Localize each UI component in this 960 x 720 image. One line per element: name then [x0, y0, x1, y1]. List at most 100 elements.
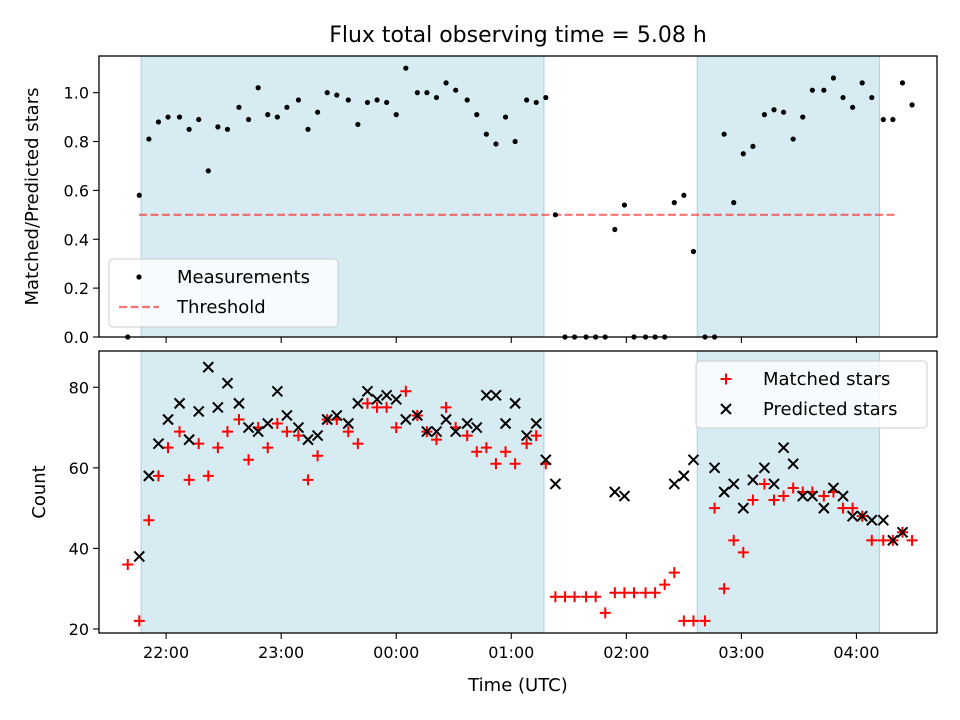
matched-star-marker — [668, 567, 680, 579]
measurement-point — [552, 212, 558, 218]
predicted-star-marker — [331, 409, 343, 422]
legend-matched-marker — [720, 373, 732, 385]
measurement-point — [186, 126, 192, 132]
measurement-point — [424, 90, 430, 96]
axes-frame — [98, 55, 938, 338]
predicted-star-marker — [777, 441, 790, 454]
matched-star-marker — [202, 470, 214, 482]
predicted-star-marker — [361, 385, 374, 397]
y-axis-label: Matched/Predicted stars — [22, 88, 43, 306]
predicted-star-marker — [499, 417, 512, 430]
matched-star-marker — [521, 438, 533, 450]
predicted-star-marker — [390, 393, 402, 406]
matched-star-marker — [628, 587, 640, 599]
measurement-point — [295, 97, 302, 103]
predicted-star-marker — [352, 397, 364, 410]
legend-threshold-label: Threshold — [176, 297, 266, 318]
matched-star-marker — [243, 454, 255, 466]
y-tick-label: 0.4 — [64, 230, 89, 249]
matched-star-marker — [687, 615, 699, 627]
predicted-star-marker — [449, 425, 462, 438]
measurement-point — [364, 99, 371, 106]
predicted-star-marker — [887, 534, 899, 547]
measurement-point — [771, 107, 777, 113]
measurement-point — [493, 141, 499, 147]
predicted-star-marker — [797, 490, 809, 502]
measurement-point — [721, 131, 727, 137]
measurement-point — [483, 131, 489, 137]
y-tick-label: 0.6 — [64, 181, 89, 200]
measurement-point — [750, 143, 756, 150]
legend-matched-label: Matched stars — [763, 369, 890, 390]
measurement-point — [869, 94, 875, 101]
matched-star-marker — [718, 583, 730, 595]
predicted-star-marker — [342, 417, 354, 430]
predicted-star-marker — [806, 490, 819, 502]
measurement-point — [393, 112, 399, 118]
matched-star-marker — [768, 494, 780, 506]
predicted-star-marker — [737, 502, 750, 514]
predicted-star-marker — [747, 474, 759, 486]
predicted-star-marker — [133, 550, 145, 563]
matched-star-marker — [281, 426, 293, 438]
measurement-point — [790, 136, 796, 142]
measurement-point — [453, 87, 459, 93]
measurement-point — [305, 126, 311, 132]
legend-measurements-label: Measurements — [177, 267, 310, 288]
predicted-star-marker — [321, 413, 333, 426]
predicted-star-marker — [520, 429, 533, 442]
measurement-point — [355, 121, 361, 128]
matched-star-marker — [143, 514, 155, 526]
predicted-star-marker — [162, 413, 174, 426]
x-tick-label: 03:00 — [718, 643, 764, 662]
x-axis-label: Time (UTC) — [467, 675, 568, 696]
matched-star-marker — [549, 591, 561, 603]
matched-star-marker — [302, 474, 314, 486]
measurement-point — [840, 94, 846, 101]
matched-star-marker — [866, 534, 878, 546]
predicted-star-marker — [371, 393, 383, 406]
x-tick-label: 00:00 — [373, 643, 419, 662]
measurement-point — [780, 109, 787, 115]
predicted-star-marker — [758, 462, 771, 474]
matched-star-marker — [271, 418, 283, 430]
measurement-point — [524, 97, 530, 103]
matched-star-marker — [758, 478, 770, 490]
predicted-star-marker — [400, 413, 412, 426]
measurement-point — [850, 104, 856, 110]
legend-measurements-marker — [136, 274, 142, 280]
measurement-point — [761, 112, 768, 118]
matched-star-marker — [133, 615, 145, 627]
matched-star-marker — [193, 438, 205, 450]
measurement-point — [165, 114, 171, 120]
predicted-star-marker — [509, 397, 521, 410]
matched-star-marker — [440, 401, 452, 413]
measurement-point — [403, 65, 409, 71]
predicted-star-marker — [143, 470, 155, 482]
measurement-point — [612, 226, 618, 233]
predicted-star-marker — [302, 433, 314, 446]
predicted-star-marker — [896, 526, 909, 538]
predicted-star-marker — [530, 417, 542, 430]
measurement-point — [899, 80, 906, 86]
predicted-star-marker — [718, 486, 730, 498]
measurement-point — [433, 94, 440, 101]
x-tick-label: 23:00 — [258, 643, 304, 662]
observing-window-band — [141, 351, 544, 633]
matched-star-marker — [262, 442, 274, 454]
matched-star-marker — [490, 458, 502, 470]
legend-box — [695, 360, 928, 429]
measurement-point — [205, 168, 211, 174]
y-tick-label: 80 — [69, 378, 89, 397]
measurement-point — [176, 114, 183, 120]
predicted-star-marker — [490, 389, 502, 402]
measurement-point — [414, 90, 420, 96]
matched-star-marker — [609, 587, 621, 599]
matched-star-marker — [618, 587, 630, 599]
predicted-star-marker — [212, 401, 224, 414]
y-tick-label: 0.8 — [64, 133, 89, 152]
matched-star-marker — [728, 534, 740, 546]
matched-star-marker — [599, 607, 611, 619]
y-tick-label: 20 — [69, 620, 89, 639]
matched-star-marker — [361, 397, 373, 409]
